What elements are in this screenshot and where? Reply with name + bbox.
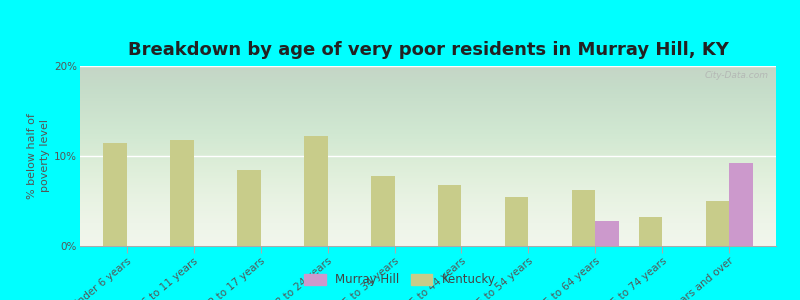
Bar [639,217,662,246]
Bar [238,169,261,246]
Title: Breakdown by age of very poor residents in Murray Hill, KY: Breakdown by age of very poor residents … [127,41,729,59]
Text: City-Data.com: City-Data.com [705,71,769,80]
Bar [572,190,595,246]
Bar [595,221,618,246]
Bar [438,185,462,246]
Bar [505,196,528,246]
Y-axis label: % below half of
poverty level: % below half of poverty level [27,113,50,199]
Bar [304,136,328,246]
Bar [706,201,729,246]
Bar [729,163,753,246]
Bar [103,142,127,246]
Bar [371,176,394,246]
Legend: Murray Hill, Kentucky: Murray Hill, Kentucky [300,269,500,291]
Bar [170,140,194,246]
